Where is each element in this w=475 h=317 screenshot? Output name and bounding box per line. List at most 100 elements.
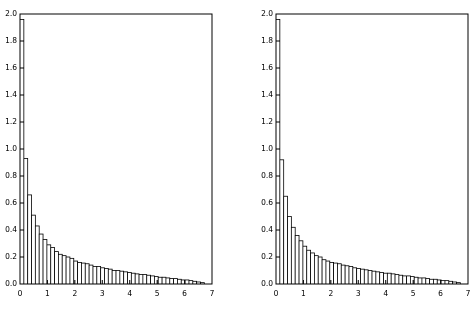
x-tick-label: 0: [18, 289, 23, 298]
bar: [371, 270, 377, 285]
x-tick-label: 4: [127, 289, 132, 298]
bar: [111, 270, 117, 285]
bar: [54, 251, 59, 285]
bar: [413, 276, 419, 285]
bar: [161, 276, 167, 285]
bar: [417, 277, 423, 285]
bar: [61, 255, 67, 285]
bar: [313, 255, 319, 285]
bar: [177, 278, 182, 285]
bar: [306, 249, 311, 285]
y-tick-label: 0.2: [261, 252, 273, 261]
y-tick-label: 2.0: [261, 9, 273, 18]
bar: [425, 278, 431, 285]
bar: [119, 270, 125, 285]
bar: [73, 260, 79, 285]
bar: [363, 269, 369, 285]
y-tick-label: 1.4: [261, 90, 273, 99]
x-tick-label: 7: [466, 289, 471, 298]
y-tick-label: 0.0: [5, 279, 17, 288]
bar: [421, 277, 427, 285]
bar: [184, 279, 190, 285]
bar: [433, 278, 438, 285]
bar: [153, 276, 159, 285]
bar: [138, 274, 144, 285]
bar: [325, 260, 331, 285]
bar: [406, 275, 411, 285]
bar: [92, 266, 98, 285]
bar: [188, 280, 194, 285]
bar: [348, 266, 354, 285]
bar: [130, 272, 136, 285]
bar: [38, 233, 44, 285]
bar: [50, 247, 55, 285]
bar: [398, 274, 404, 285]
bar: [394, 274, 400, 285]
y-tick-label: 1.2: [261, 117, 273, 126]
bar: [173, 278, 178, 285]
bar: [42, 239, 48, 285]
bar: [96, 266, 102, 285]
bar: [321, 259, 327, 285]
x-tick-label: 5: [411, 289, 416, 298]
plot-frame: [19, 13, 213, 285]
bar: [46, 244, 52, 285]
bar: [294, 234, 300, 285]
bar: [104, 268, 109, 285]
bar: [375, 271, 381, 285]
bar: [333, 262, 338, 285]
bar: [169, 278, 174, 285]
bar: [287, 216, 292, 285]
bar: [329, 261, 335, 285]
bar: [146, 274, 151, 285]
y-tick-label: 0.8: [5, 171, 17, 180]
x-tick-label: 3: [356, 289, 361, 298]
y-tick-label: 0.6: [5, 198, 17, 207]
x-tick-label: 0: [274, 289, 279, 298]
bar: [88, 264, 94, 285]
bar: [302, 245, 308, 285]
bar: [84, 263, 90, 285]
y-tick-label: 1.4: [5, 90, 17, 99]
y-tick-label: 2.0: [5, 9, 17, 18]
bar: [115, 270, 121, 285]
x-tick-label: 6: [182, 289, 187, 298]
bar: [69, 257, 75, 285]
y-tick-label: 0.6: [261, 198, 273, 207]
bar: [275, 18, 281, 285]
bar: [58, 253, 63, 285]
bar: [107, 268, 113, 285]
bar: [23, 158, 29, 285]
bar: [27, 194, 32, 285]
x-tick-label: 4: [383, 289, 388, 298]
bar: [65, 256, 71, 285]
x-tick-label: 2: [328, 289, 333, 298]
x-tick-label: 1: [301, 289, 306, 298]
bar: [123, 271, 128, 285]
bar: [34, 225, 40, 285]
bar: [81, 262, 86, 285]
bar: [283, 195, 288, 285]
bar: [344, 265, 350, 285]
bar: [444, 280, 450, 285]
bar: [390, 273, 396, 285]
x-tick-label: 5: [155, 289, 160, 298]
y-tick-label: 1.0: [261, 144, 273, 153]
bar: [440, 280, 446, 285]
y-tick-label: 1.6: [5, 63, 17, 72]
x-tick-label: 6: [438, 289, 443, 298]
x-tick-label: 7: [210, 289, 215, 298]
bar: [367, 270, 373, 285]
bar: [317, 256, 323, 285]
bar: [157, 276, 163, 285]
bar: [290, 226, 296, 285]
y-tick-label: 0.2: [5, 252, 17, 261]
bar: [134, 273, 140, 285]
bar: [402, 275, 407, 285]
bar: [360, 268, 365, 285]
x-tick-label: 2: [72, 289, 77, 298]
bar: [352, 267, 358, 285]
y-tick-label: 0.4: [261, 225, 273, 234]
